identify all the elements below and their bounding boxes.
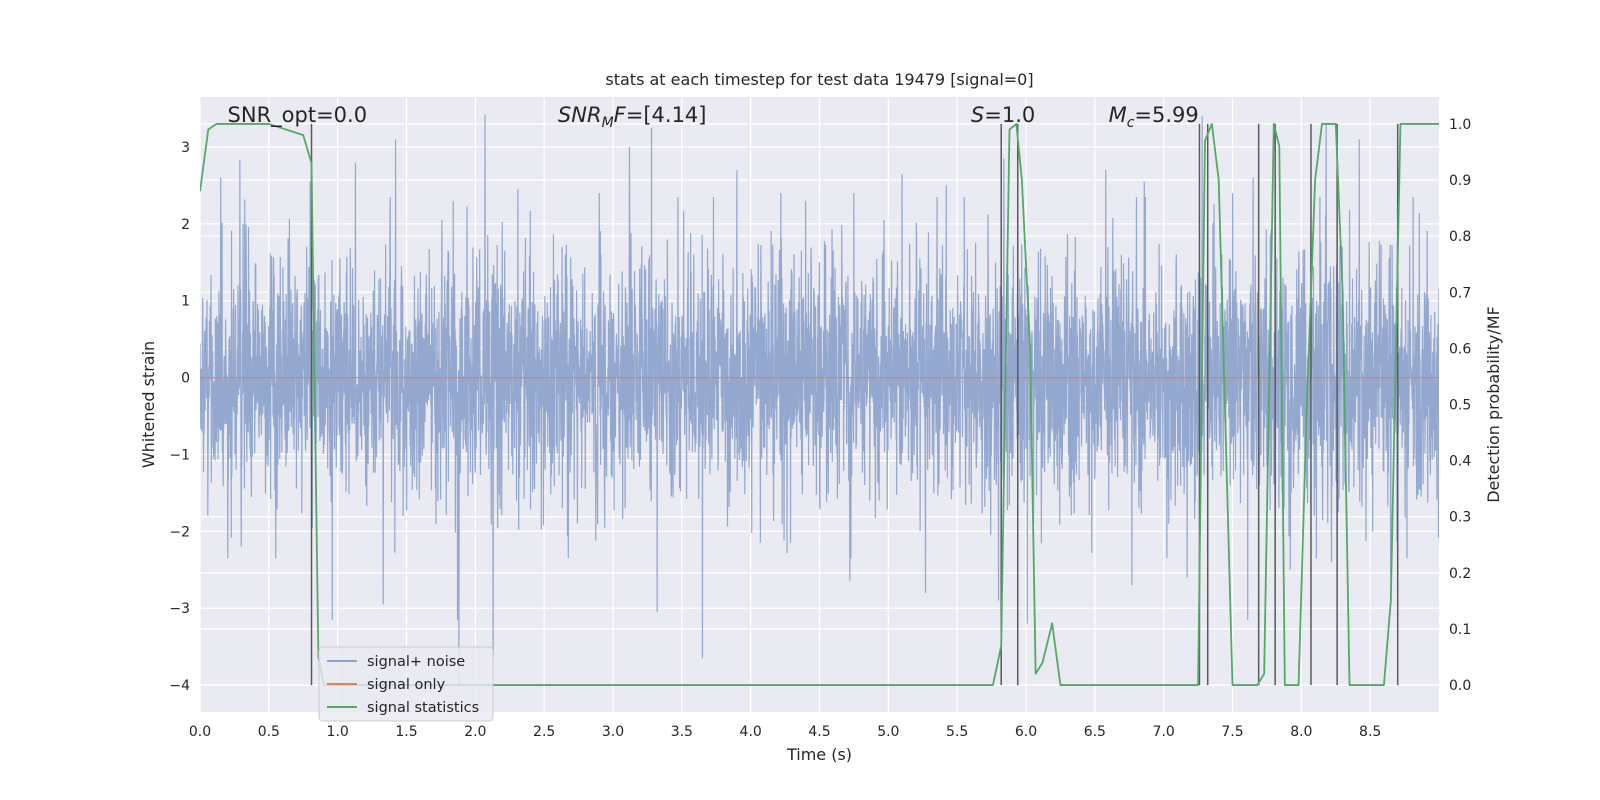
legend-label: signal statistics [367,700,479,716]
chart-title: stats at each timestep for test data 194… [605,70,1033,89]
x-tick-label: 4.5 [808,724,830,740]
annotation-text: SNRMF=[4.14] [558,103,707,131]
x-tick-label: 0.0 [189,724,211,740]
y-right-tick-label: 0.0 [1449,678,1471,694]
x-tick-label: 7.5 [1221,724,1243,740]
legend-box [318,646,494,722]
tick-labels: 0.0 0.5 1.0 1.5 2.0 2.5 3.0 3.5 4.0 4.5 5.0 5.5 6.0 6… [169,117,1471,740]
y-right-tick-label: 0.2 [1449,566,1471,582]
y-right-tick-label: 0.1 [1449,622,1471,638]
annotation-text: S=1.0 [971,103,1035,127]
y-tick-label: −2 [169,524,190,540]
x-tick-label: 6.0 [1015,724,1037,740]
x-axis-label: Time (s) [786,745,852,764]
y-right-tick-label: 0.5 [1449,398,1471,414]
y-right-tick-label: 0.7 [1449,285,1471,301]
x-tick-label: 6.5 [1084,724,1106,740]
series-line-signal-noise [200,114,1439,686]
x-tick-label: 3.0 [602,724,624,740]
series-signal-noise [200,114,1439,686]
x-tick-label: 8.0 [1290,724,1312,740]
x-tick-label: 5.5 [946,724,968,740]
y-tick-label: 2 [181,217,190,233]
y-right-tick-label: 0.6 [1449,341,1471,357]
y-tick-label: 1 [181,294,190,310]
y-tick-label: 3 [181,140,190,156]
y-axis-label-right: Detection probability/MF [1484,306,1503,503]
legend: signal+ noise signal only signal statistic… [318,646,494,722]
x-tick-label: 1.5 [395,724,417,740]
legend-label: signal only [367,677,446,693]
x-tick-label: 1.0 [327,724,349,740]
annotation-text: Mc=5.99 [1109,103,1199,131]
y-tick-label: −3 [169,601,190,617]
y-right-tick-label: 0.9 [1449,173,1471,189]
y-right-tick-label: 1.0 [1449,117,1471,133]
y-right-tick-label: 0.4 [1449,454,1471,470]
x-tick-label: 3.5 [671,724,693,740]
x-tick-label: 4.0 [740,724,762,740]
y-tick-label: 0 [181,371,190,387]
x-tick-label: 2.0 [464,724,486,740]
x-tick-label: 2.5 [533,724,555,740]
y-axis-label: Whitened strain [139,341,158,468]
legend-label: signal+ noise [367,654,465,670]
x-tick-label: 7.0 [1153,724,1175,740]
y-right-tick-label: 0.3 [1449,510,1471,526]
x-tick-label: 0.5 [258,724,280,740]
y-right-tick-label: 0.8 [1449,229,1471,245]
x-tick-label: 5.0 [877,724,899,740]
annotations: SNR_opt=0.0 SNRMF=[4.14] S=1.0 Mc=5.99 [228,103,1199,131]
y-tick-label: −4 [169,678,190,694]
annotation-text: SNR_opt=0.0 [228,103,368,128]
y-tick-label: −1 [169,447,190,463]
x-tick-label: 8.5 [1359,724,1381,740]
